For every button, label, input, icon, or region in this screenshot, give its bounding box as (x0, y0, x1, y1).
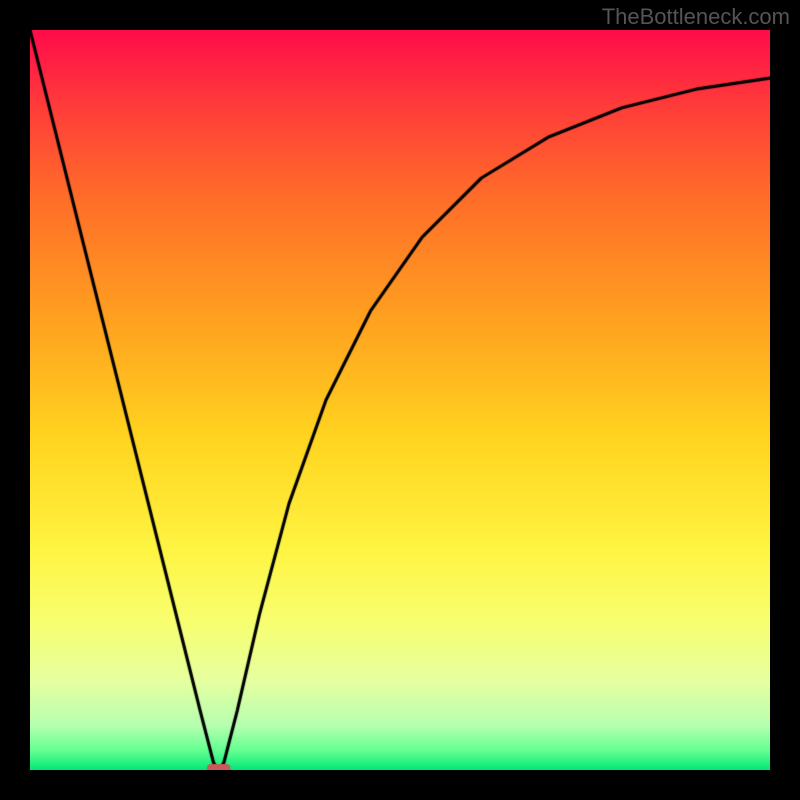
watermark-text: TheBottleneck.com (602, 4, 790, 30)
bottleneck-curve-chart (30, 30, 770, 770)
chart-frame: TheBottleneck.com (0, 0, 800, 800)
plot-area (30, 30, 770, 770)
